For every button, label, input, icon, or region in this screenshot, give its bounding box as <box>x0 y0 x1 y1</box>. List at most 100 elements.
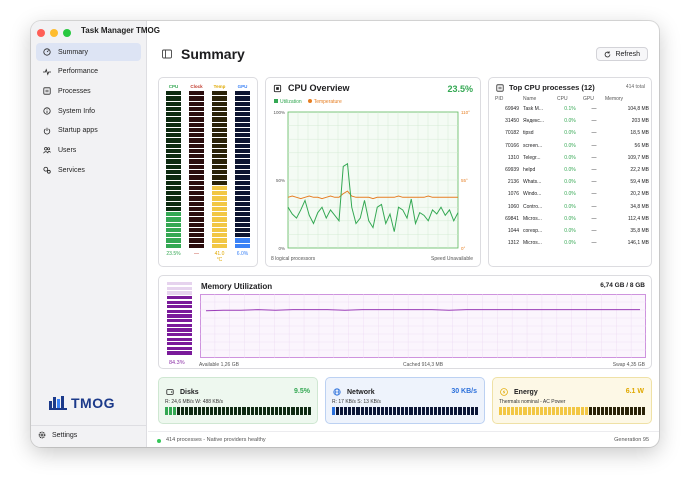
process-row[interactable]: 1312 Micros... 0.0% — 146,1 MB <box>495 237 649 249</box>
io-bar-segment <box>234 407 238 415</box>
process-pid: 1060 <box>507 203 519 210</box>
meter-segment <box>189 238 204 243</box>
legend-temperature: Temperature <box>307 99 342 105</box>
meter-bar <box>189 91 204 249</box>
process-row[interactable]: 69841 Micros... 0.0% — 112,4 MB <box>495 213 649 225</box>
process-row[interactable]: 1060 Contro... 0.0% — 34,8 MB <box>495 201 649 213</box>
temp-meter: Temp 41.0 °C <box>212 84 227 263</box>
sidebar-item-services[interactable]: Services <box>36 161 141 179</box>
process-name: coresp... <box>523 227 543 234</box>
disk-icon <box>166 389 174 395</box>
col-pid[interactable]: PID <box>495 96 504 102</box>
meter-segment <box>166 217 181 222</box>
meter-segment <box>235 227 250 233</box>
health-indicator <box>157 439 161 443</box>
meter-segment <box>212 175 227 180</box>
cpu-speed: Speed Unavailable <box>431 256 473 262</box>
io-bar-segment <box>568 407 572 415</box>
sidebar-item-summary[interactable]: Summary <box>36 43 141 61</box>
process-memory: 56 MB <box>634 142 649 149</box>
energy-card: Energy 6.1 W Thermals nominal - AC Power <box>492 377 652 424</box>
process-row[interactable]: 69939 helpd 0.0% — 22,2 MB <box>495 164 649 176</box>
io-bar-segment <box>564 407 568 415</box>
sidebar-item-system-info[interactable]: System Info <box>36 102 141 120</box>
network-title: Network <box>333 388 375 396</box>
meter-segment <box>235 96 250 101</box>
process-memory: 35,8 MB <box>630 227 649 234</box>
process-cpu: 0.0% <box>564 240 576 247</box>
meter-segment <box>212 117 227 122</box>
process-memory: 203 MB <box>631 118 649 125</box>
io-bar-segment <box>503 407 507 415</box>
memory-meter-segment <box>167 323 192 327</box>
process-gpu: — <box>591 240 597 247</box>
meter-segment <box>212 169 227 175</box>
io-bar-segment <box>165 407 169 415</box>
io-bar-segment <box>258 407 262 415</box>
process-cpu: 0.0% <box>564 215 576 222</box>
meter-segment <box>212 191 227 196</box>
network-value: 30 KB/s <box>451 388 477 395</box>
col-cpu[interactable]: CPU <box>557 96 568 102</box>
process-pid: 1310 <box>507 154 519 161</box>
process-row[interactable]: 31450 Яндекс... 0.0% — 203 MB <box>495 115 649 127</box>
io-bar-segment <box>617 407 621 415</box>
logo-mark-icon <box>49 396 67 410</box>
meter-segment <box>212 106 227 112</box>
refresh-button[interactable]: Refresh <box>596 47 648 61</box>
process-row[interactable]: 1076 Windo... 0.0% — 20,2 MB <box>495 188 649 200</box>
process-row[interactable]: 70166 screen... 0.0% — 56 MB <box>495 140 649 152</box>
io-bar-segment <box>279 407 283 415</box>
io-bar-segment <box>543 407 547 415</box>
process-row[interactable]: 2136 Whats... 0.0% — 59,4 MB <box>495 176 649 188</box>
meter-segment <box>166 169 181 175</box>
meter-segment <box>212 227 227 233</box>
io-bar-segment <box>547 407 552 415</box>
io-bar-segment <box>189 407 193 415</box>
sidebar-item-processes[interactable]: Processes <box>36 82 141 100</box>
energy-title-text: Energy <box>514 388 538 396</box>
col-memory[interactable]: Memory <box>605 96 624 102</box>
process-row[interactable]: 69949 Task M... 0.1% — 104,8 MB <box>495 103 649 115</box>
list-icon <box>43 87 51 95</box>
process-name: Contro... <box>523 203 543 210</box>
meter-segment <box>189 233 204 238</box>
disks-detail: R: 24,6 MB/s W: 488 KB/s <box>165 399 223 405</box>
io-bar-segment <box>376 407 380 415</box>
io-bar-segment <box>438 407 442 415</box>
io-bar-segment <box>417 407 421 415</box>
io-bar-segment <box>205 407 209 415</box>
meter-segment <box>189 206 204 212</box>
meter-segment <box>235 112 250 117</box>
io-bar-segment <box>303 407 307 415</box>
process-row[interactable]: 70182 tipsd 0.0% — 18,5 MB <box>495 127 649 139</box>
zoom-window-button[interactable] <box>63 29 71 37</box>
meter-segment <box>166 112 181 117</box>
io-bar-segment <box>596 407 600 415</box>
close-window-button[interactable] <box>37 29 45 37</box>
disks-card: Disks 9.5% R: 24,6 MB/s W: 488 KB/s <box>158 377 318 424</box>
process-memory: 20,2 MB <box>630 191 649 198</box>
col-gpu[interactable]: GPU <box>583 96 594 102</box>
io-bar-segment <box>588 407 592 415</box>
io-bar-segment <box>625 407 629 415</box>
io-bar-segment <box>580 407 584 415</box>
sidebar-item-users[interactable]: Users <box>36 141 141 159</box>
meter-segment <box>166 238 181 243</box>
network-card: Network 30 KB/s R: 17 KB/s S: 13 KB/s <box>325 377 485 424</box>
sidebar-toggle-icon[interactable] <box>162 49 172 59</box>
process-row[interactable]: 1310 Telegr... 0.0% — 109,7 MB <box>495 152 649 164</box>
minimize-window-button[interactable] <box>50 29 58 37</box>
gear-icon <box>38 431 46 439</box>
io-bar-segment <box>539 407 543 415</box>
io-bar-segment <box>287 407 291 415</box>
settings-button[interactable]: Settings <box>38 431 77 439</box>
process-row[interactable]: 1044 coresp... 0.0% — 35,8 MB <box>495 225 649 237</box>
sidebar-item-startup-apps[interactable]: Startup apps <box>36 122 141 140</box>
io-bar-segment <box>352 407 356 415</box>
process-memory: 104,8 MB <box>627 106 649 113</box>
meter-segment <box>235 175 250 180</box>
meter-segment <box>166 159 181 164</box>
sidebar-item-performance[interactable]: Performance <box>36 63 141 81</box>
col-name[interactable]: Name <box>523 96 537 102</box>
